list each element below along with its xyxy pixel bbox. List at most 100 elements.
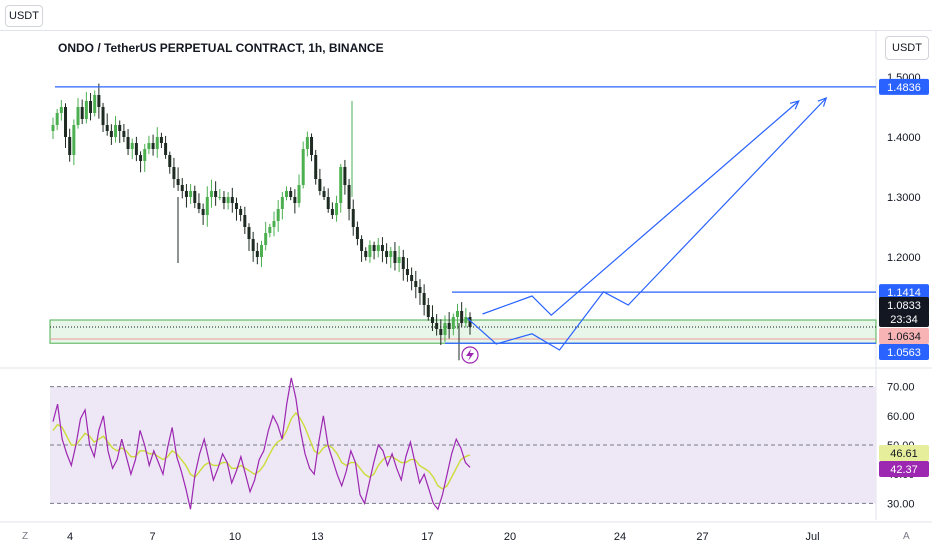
candle-body [214, 191, 218, 197]
candle-body [151, 143, 155, 149]
candle-body [168, 155, 172, 167]
candle-body [351, 209, 355, 227]
candle-body [439, 329, 443, 335]
candle-body [343, 167, 347, 185]
candle-body [218, 197, 222, 198]
candle-body [401, 257, 405, 269]
candle-body [460, 311, 464, 323]
candle-body [180, 185, 184, 191]
support-zone [49, 319, 877, 344]
time-tick-label: 24 [614, 531, 626, 543]
candle-body [243, 215, 247, 227]
candle-body [176, 179, 180, 185]
rsi-tick-label: 30.00 [887, 498, 915, 510]
candle-body [222, 197, 226, 203]
candle-body [101, 107, 105, 125]
candle-body [268, 227, 272, 233]
candle-body [80, 107, 84, 119]
candle-body [464, 317, 468, 323]
projection-path [466, 97, 827, 351]
candle-body [410, 275, 414, 281]
time-tick-label: 27 [696, 531, 708, 543]
price-tick-label: 1.2000 [887, 252, 921, 264]
candle-body [376, 245, 380, 251]
candle-body [372, 245, 376, 251]
candle-body [293, 197, 297, 203]
price-scale-currency-button[interactable]: USDT [885, 36, 929, 60]
candle-body [51, 125, 55, 131]
time-tick-label: 10 [229, 531, 241, 543]
candle-body [109, 131, 113, 137]
candle-body [209, 191, 213, 197]
candle-body [64, 107, 68, 137]
candle-body [318, 179, 322, 191]
candle-body [234, 203, 238, 209]
projection-arrowhead [817, 97, 828, 107]
projection-path [482, 100, 800, 317]
time-tick-label: 17 [421, 531, 433, 543]
candle-body [172, 167, 176, 179]
candle-body [130, 143, 134, 149]
candle-body [114, 125, 118, 137]
candle-body [139, 155, 143, 161]
currency-button[interactable]: USDT [5, 5, 43, 27]
candle-body [201, 209, 205, 215]
countdown-badge: 23:34 [890, 314, 918, 326]
candle-body [314, 155, 318, 179]
price-badge-range-high: 1.1414 [887, 287, 921, 299]
candle-body [72, 125, 76, 155]
candle-body [247, 227, 251, 239]
candle-body [276, 209, 280, 221]
candle-body [205, 197, 209, 215]
candle-body [447, 323, 451, 329]
candle-body [393, 251, 397, 263]
candle-body [226, 197, 230, 203]
chart-title: ONDO / TetherUS PERPETUAL CONTRACT, 1h, … [58, 41, 384, 55]
projection-arrowhead [789, 100, 800, 110]
candle-body [272, 221, 276, 227]
candle-body [360, 239, 364, 251]
candle-body [435, 323, 439, 329]
candle-body [385, 251, 389, 257]
auto-scale-button[interactable]: A [903, 531, 910, 542]
candle-body [322, 191, 326, 197]
candle-body [368, 245, 372, 257]
candle-body [68, 137, 72, 155]
price-badge-range-high-bg [879, 284, 929, 301]
candle-body [55, 113, 59, 125]
top-toolbar: USDT [0, 0, 932, 31]
time-tick-label: 4 [67, 531, 73, 543]
candle-body [280, 197, 284, 209]
candle-body [422, 293, 426, 305]
candle-body [251, 239, 255, 251]
candle-body [405, 269, 409, 275]
candle-body [326, 197, 330, 209]
candle-body [230, 197, 234, 203]
candle-body [84, 101, 88, 119]
candle-body [347, 185, 351, 209]
candle-body [297, 185, 301, 203]
candle-body [335, 203, 339, 215]
rsi-line [52, 377, 471, 511]
candle-body [414, 281, 418, 287]
candle-body [193, 191, 197, 203]
candle-body [118, 125, 122, 131]
candle-body [301, 149, 305, 185]
zoom-button[interactable]: Z [22, 531, 29, 542]
candle-body [105, 125, 109, 131]
candle-body [285, 191, 289, 197]
candle-body [260, 245, 263, 257]
candle-body [339, 167, 343, 203]
candle-body [389, 251, 393, 257]
candle-body [239, 209, 243, 215]
candle-body [89, 101, 93, 113]
time-tick-label: Jul [805, 531, 819, 543]
candle-body [255, 251, 259, 257]
candle-body [189, 191, 193, 197]
candle-body [289, 191, 293, 197]
price-badge-last: 1.0833 [887, 300, 921, 312]
candle-body [97, 95, 101, 107]
rsi-tick-label: 70.00 [887, 382, 915, 394]
candle-body [305, 137, 309, 149]
